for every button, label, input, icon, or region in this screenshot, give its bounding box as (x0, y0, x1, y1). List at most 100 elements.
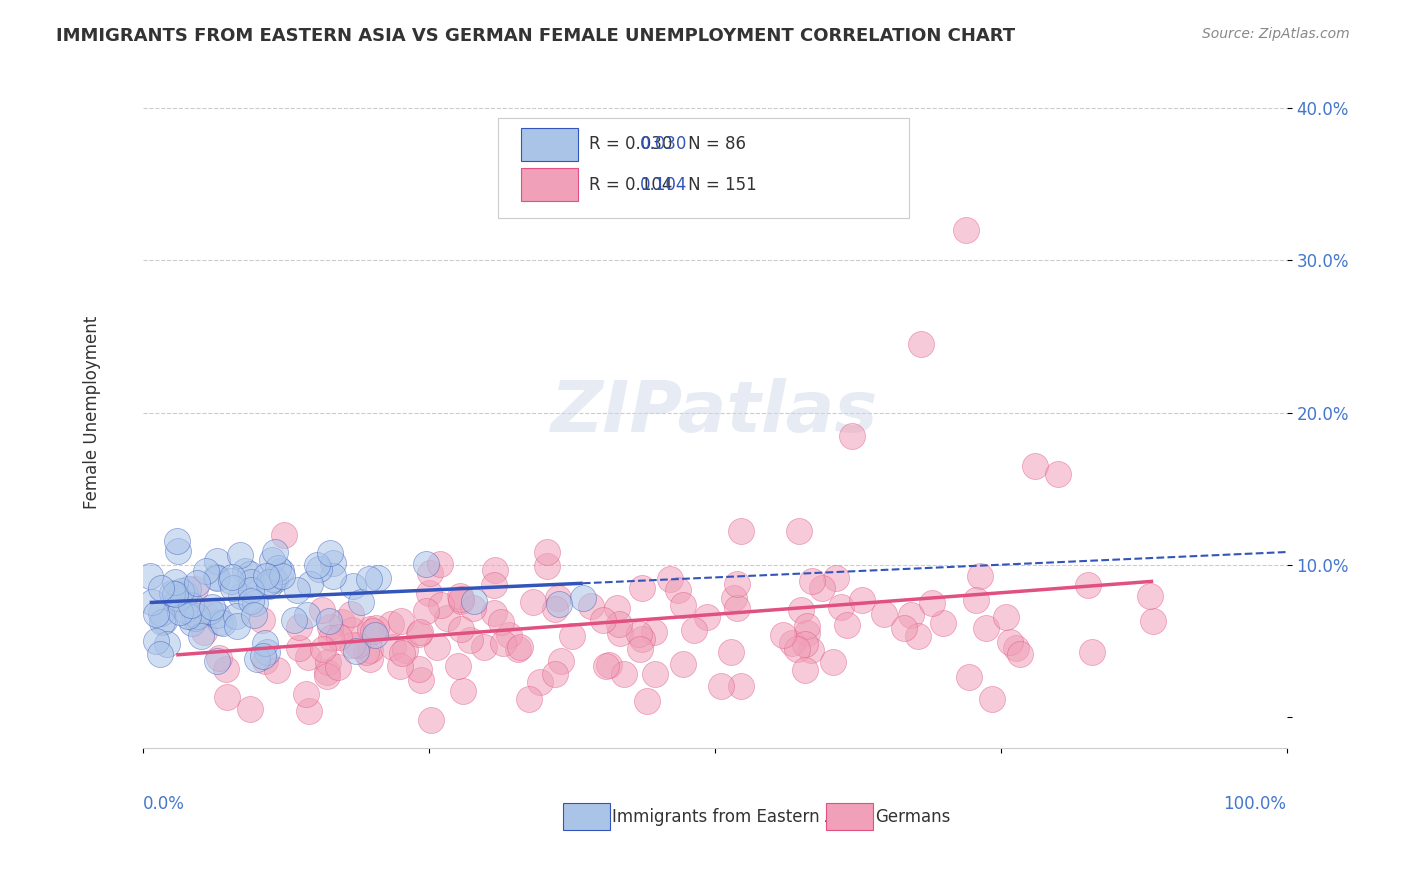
Point (429, 557, 451, 571)
Point (606, 600, 628, 615)
Point (194, 564, 217, 578)
Point (436, 611, 458, 625)
Point (209, 615, 232, 629)
Point (607, 616, 630, 631)
Point (450, 591, 472, 606)
Point (297, 649, 319, 664)
Point (800, 643, 823, 657)
Point (472, 640, 495, 654)
Point (548, 598, 571, 612)
Point (166, 534, 188, 549)
Point (482, 606, 505, 620)
Point (460, 632, 482, 647)
Point (974, 621, 997, 635)
FancyBboxPatch shape (562, 803, 610, 830)
Point (1077, 578, 1099, 592)
Point (239, 594, 262, 608)
Point (408, 625, 430, 640)
Point (658, 572, 681, 586)
Point (165, 596, 187, 610)
Point (544, 667, 567, 681)
Point (484, 563, 506, 577)
Point (359, 622, 381, 636)
Point (921, 596, 943, 610)
Point (363, 624, 385, 639)
Point (193, 625, 215, 640)
Point (229, 548, 252, 562)
Point (222, 581, 245, 595)
Point (672, 598, 695, 612)
Point (318, 614, 340, 628)
Point (810, 581, 832, 595)
Point (316, 669, 339, 683)
Point (536, 545, 558, 559)
Point (243, 607, 266, 622)
Point (492, 636, 515, 650)
Point (166, 591, 188, 606)
Point (969, 569, 991, 583)
Point (447, 659, 470, 673)
Point (260, 553, 283, 567)
Point (180, 598, 202, 612)
Point (1081, 645, 1104, 659)
Text: IMMIGRANTS FROM EASTERN ASIA VS GERMAN FEMALE UNEMPLOYMENT CORRELATION CHART: IMMIGRANTS FROM EASTERN ASIA VS GERMAN F… (56, 27, 1015, 45)
Point (254, 569, 277, 583)
Point (380, 616, 402, 631)
Point (266, 561, 288, 575)
Point (389, 614, 412, 628)
Point (254, 654, 277, 668)
Point (998, 634, 1021, 648)
Point (506, 642, 529, 657)
Point (173, 603, 195, 617)
Point (217, 690, 239, 705)
Point (696, 610, 718, 624)
Point (592, 613, 614, 627)
Point (316, 656, 339, 670)
Point (225, 609, 247, 624)
Point (893, 621, 915, 635)
Point (208, 651, 231, 665)
Point (252, 648, 274, 663)
Point (391, 646, 413, 660)
Point (298, 577, 321, 591)
Point (246, 652, 269, 666)
Point (536, 559, 558, 574)
Point (841, 428, 863, 442)
Point (461, 601, 484, 615)
Point (145, 607, 167, 621)
Text: R = 0.030   N = 86: R = 0.030 N = 86 (589, 136, 747, 153)
Text: ZIPatlas: ZIPatlas (551, 378, 879, 447)
Point (796, 625, 818, 640)
Point (1046, 467, 1069, 481)
Point (165, 587, 187, 601)
Point (932, 615, 955, 630)
Point (200, 604, 222, 618)
Point (1010, 647, 1032, 661)
Point (190, 630, 212, 644)
Point (295, 607, 318, 622)
Point (254, 636, 277, 650)
Point (364, 628, 387, 642)
Point (308, 562, 330, 576)
Point (149, 647, 172, 661)
Point (264, 573, 287, 587)
Point (851, 592, 873, 607)
Point (342, 638, 364, 652)
Point (672, 657, 695, 671)
Point (451, 683, 474, 698)
Point (322, 556, 344, 570)
Point (349, 595, 371, 609)
Point (305, 558, 328, 573)
Point (730, 679, 752, 693)
Point (239, 566, 262, 581)
Point (965, 593, 987, 607)
Point (288, 640, 311, 655)
Point (561, 629, 583, 643)
Point (169, 605, 191, 619)
Point (725, 577, 748, 591)
Point (173, 587, 195, 601)
Point (522, 595, 544, 609)
Point (643, 625, 665, 640)
Point (201, 599, 224, 614)
Point (205, 554, 228, 568)
